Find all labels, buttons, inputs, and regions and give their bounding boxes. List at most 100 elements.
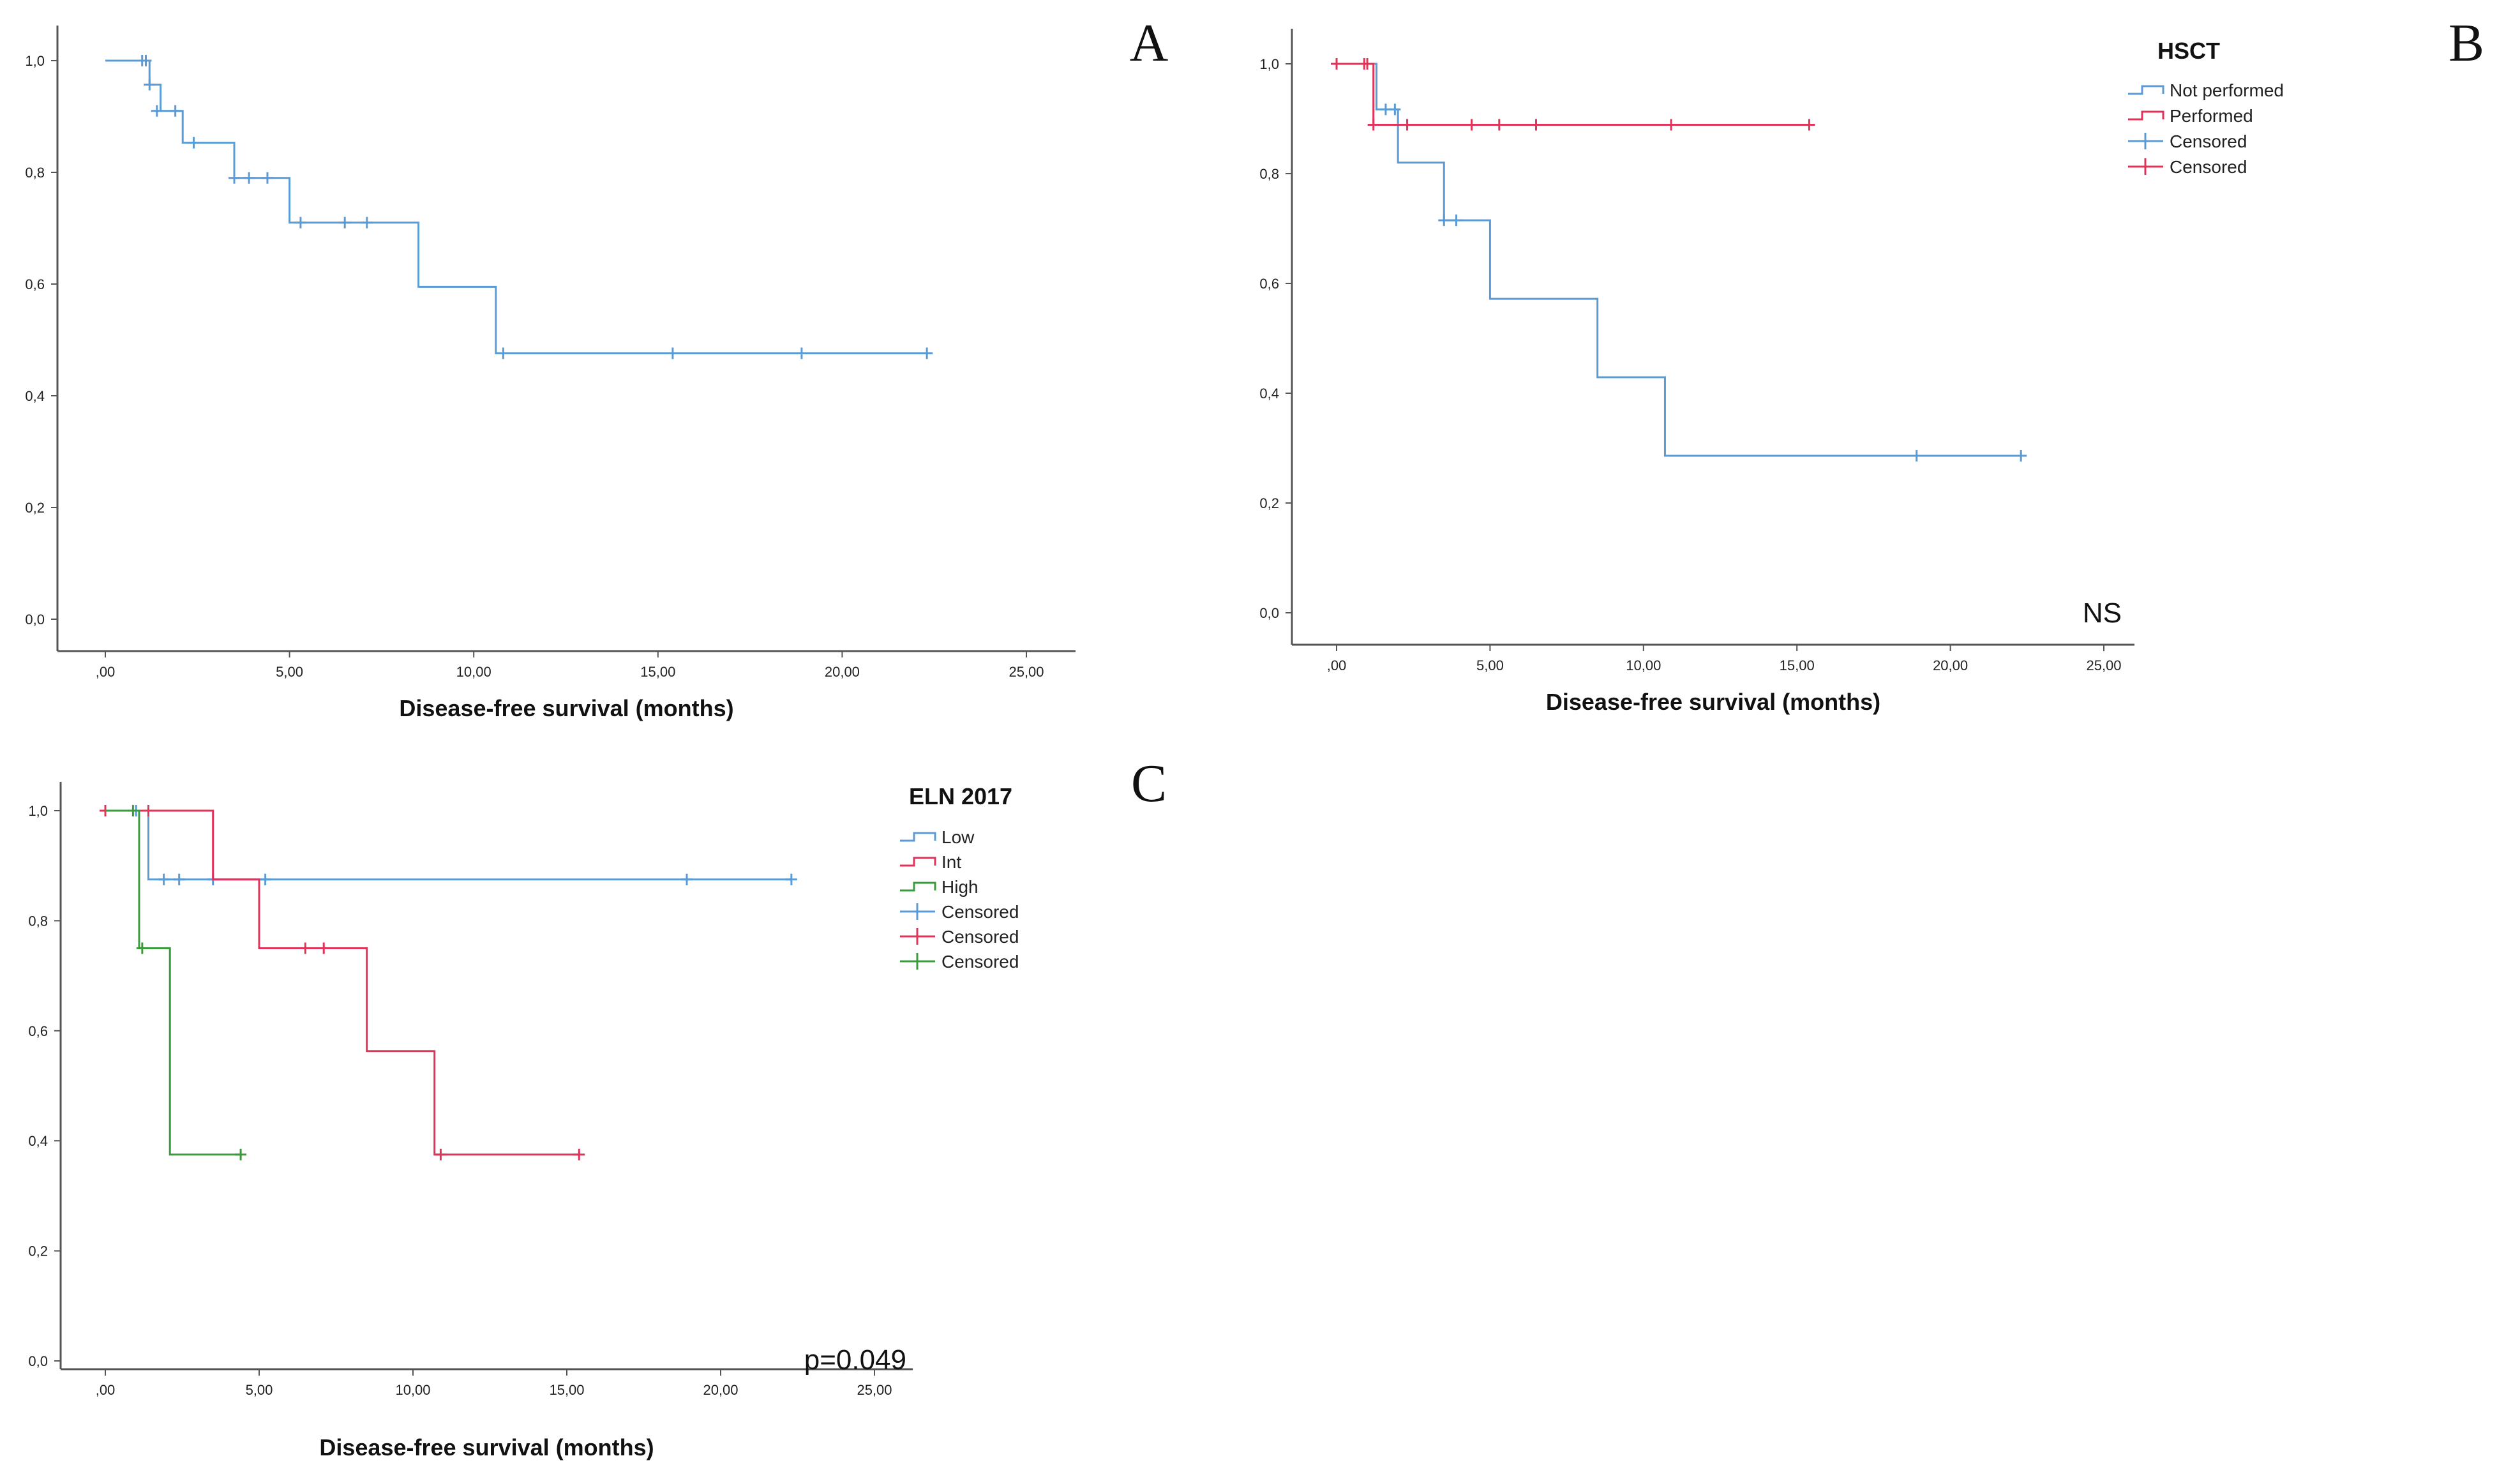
- legend-entry-label: Censored: [941, 902, 1019, 922]
- x-tick-label: 25,00: [857, 1382, 892, 1398]
- censor-mark: [2015, 450, 2027, 462]
- survival-step-line: [1337, 63, 2021, 457]
- censor-mark: [261, 172, 273, 184]
- y-tick-label: 0,8: [28, 913, 48, 929]
- legend-step-swatch: [900, 882, 936, 892]
- legend-step-swatch: [2128, 110, 2164, 121]
- legend-title: HSCT: [2157, 38, 2220, 64]
- x-tick-label: 10,00: [456, 664, 491, 680]
- censor-mark: [339, 216, 351, 229]
- censor-mark: [1665, 119, 1677, 131]
- censor-mark: [1450, 214, 1462, 227]
- censor-mark: [136, 942, 148, 954]
- panel-letter: A: [1130, 13, 1169, 73]
- x-tick-label: 15,00: [1780, 657, 1815, 673]
- censor-mark: [1530, 119, 1542, 131]
- legend-entry-label: Low: [941, 827, 975, 847]
- y-tick-label: 0,8: [25, 165, 45, 181]
- legend-step-swatch: [900, 832, 936, 842]
- survival-step-line: [105, 809, 241, 1156]
- x-tick-label: 15,00: [640, 664, 675, 680]
- censor-mark: [497, 347, 509, 359]
- chart-panel-b: 0,0 0,2 0,4 0,6 0,8 1,0 ,00 5,00 10,00 15,00 20,00…: [1259, 0, 2520, 747]
- x-tick-label: 5,00: [246, 1382, 273, 1398]
- legend-entry-label: Censored: [941, 952, 1019, 972]
- censor-mark: [1361, 58, 1374, 70]
- censor-mark: [1367, 119, 1379, 131]
- y-tick-label: 0,2: [25, 500, 45, 516]
- censor-mark: [435, 1148, 447, 1160]
- censor-mark: [142, 805, 154, 816]
- significance-annotation: NS: [2083, 597, 2122, 629]
- censor-mark: [140, 55, 152, 66]
- y-tick-label: 1,0: [1260, 56, 1279, 72]
- panel-letter: B: [2449, 13, 2484, 73]
- y-tick-label: 0,0: [1260, 605, 1279, 621]
- censor-mark: [243, 172, 255, 184]
- censor-mark: [1910, 450, 1923, 462]
- x-axis-label: Disease-free survival (months): [319, 1434, 654, 1460]
- series-low: [105, 805, 797, 885]
- legend-entry-label: Censored: [941, 927, 1019, 947]
- censor-mark: [795, 347, 807, 359]
- censor-mark: [229, 172, 241, 184]
- censor-mark: [127, 805, 139, 816]
- chart-b-svg: 0,0 0,2 0,4 0,6 0,8 1,0 ,00 5,00 10,00 15,00 20,00…: [1259, 13, 2484, 715]
- series-all-patients: [105, 55, 933, 359]
- survival-step-line: [105, 809, 580, 1156]
- legend-cross-swatch: [900, 928, 935, 945]
- legend-cross-swatch: [900, 903, 935, 920]
- censor-mark: [573, 1148, 585, 1160]
- y-tick-label: 0,2: [28, 1243, 48, 1259]
- censor-mark: [151, 105, 163, 117]
- legend-entry-label: Performed: [2170, 106, 2253, 126]
- survival-step-line: [105, 59, 927, 354]
- legend: ELN 2017 Low Int High Censored Censored Censor…: [900, 783, 1019, 972]
- x-tick-label: ,00: [96, 664, 116, 680]
- censor-mark: [680, 873, 693, 885]
- censor-mark: [921, 347, 933, 359]
- y-tick-label: 0,4: [1260, 386, 1279, 402]
- legend-cross-swatch: [2128, 133, 2163, 149]
- y-tick-label: 0,2: [1260, 495, 1279, 511]
- x-tick-label: 20,00: [703, 1382, 738, 1398]
- x-axis-label: Disease-free survival (months): [1546, 689, 1880, 715]
- y-tick-label: 0,4: [25, 388, 45, 404]
- censor-mark: [1466, 119, 1478, 131]
- y-tick-label: 0,6: [28, 1023, 48, 1039]
- legend-entry-label: Censored: [2170, 131, 2247, 151]
- survival-step-line: [105, 809, 791, 881]
- x-tick-label: 20,00: [825, 664, 860, 680]
- censor-mark: [1438, 214, 1450, 227]
- series-int: [100, 805, 585, 1160]
- censor-mark: [1331, 58, 1342, 70]
- chart-a-svg: 0,0 0,2 0,4 0,6 0,8 1,0 ,00 5,00 10,00 15,00 20,00…: [25, 13, 1169, 721]
- x-tick-label: 25,00: [2086, 657, 2121, 673]
- legend-step-swatch: [900, 857, 936, 867]
- legend-title: ELN 2017: [909, 783, 1012, 809]
- significance-annotation: p=0.049: [804, 1344, 906, 1376]
- series-performed: [1331, 58, 1815, 131]
- y-tick-label: 1,0: [25, 53, 45, 69]
- censor-mark: [259, 873, 271, 885]
- censor-mark: [666, 347, 679, 359]
- censor-mark: [1493, 119, 1505, 131]
- legend-cross-swatch: [900, 953, 935, 970]
- x-tick-label: 20,00: [1933, 657, 1968, 673]
- x-tick-label: 25,00: [1009, 664, 1044, 680]
- y-tick-label: 0,6: [1260, 276, 1279, 292]
- x-tick-label: ,00: [1327, 657, 1347, 673]
- chart-c-svg: 0,0 0,2 0,4 0,6 0,8 1,0 ,00 5,00 10,00 15,00 20,00…: [28, 754, 1167, 1460]
- series-not-performed: [1337, 63, 2027, 462]
- censor-mark: [318, 942, 330, 954]
- y-tick-label: 0,4: [28, 1133, 48, 1149]
- panel-letter: C: [1131, 754, 1167, 813]
- series-high: [105, 805, 247, 1160]
- censor-mark: [299, 942, 311, 954]
- x-tick-label: 10,00: [395, 1382, 430, 1398]
- legend-entry-label: Not performed: [2170, 80, 2284, 100]
- censor-mark: [173, 873, 185, 885]
- x-axis-label: Disease-free survival (months): [399, 695, 733, 721]
- x-tick-label: 10,00: [1626, 657, 1661, 673]
- x-tick-label: ,00: [96, 1382, 116, 1398]
